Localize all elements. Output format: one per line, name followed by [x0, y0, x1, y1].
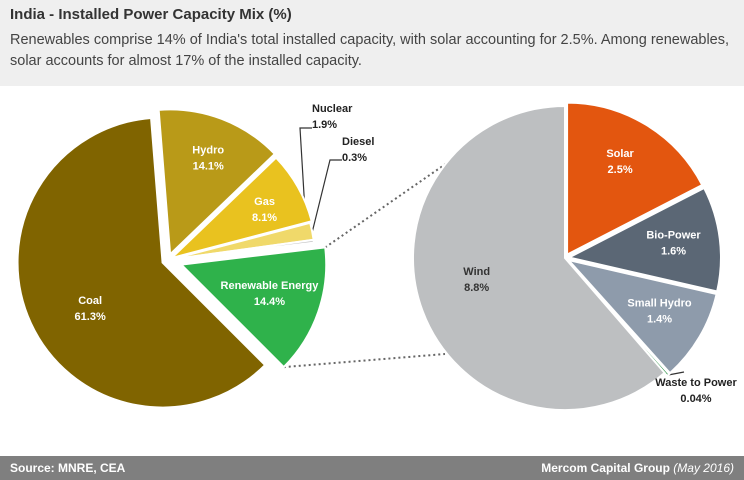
hydro-name-text: Hydro [192, 145, 224, 157]
slice-small_hydro [565, 258, 718, 375]
nuclear-value-text: 1.9% [312, 119, 337, 131]
diesel-label: Diesel 0.3% [342, 136, 374, 164]
slice-wind [412, 104, 666, 411]
connector-bottom [283, 353, 446, 369]
chart-subtitle: Renewables comprise 14% of India's total… [10, 32, 730, 69]
diesel-value-text: 0.3% [342, 152, 367, 164]
chart-header: India - Installed Power Capacity Mix (%)… [0, 0, 744, 86]
solar-value-text: 2.5% [608, 164, 633, 176]
chart-title: India - Installed Power Capacity Mix (%) [10, 6, 292, 23]
slice-solar [566, 101, 704, 257]
coal-label: Coal 61.3% [75, 295, 106, 323]
credit-note: Mercom Capital Group (May 2016) [541, 461, 734, 475]
bio_power-name-text: Bio-Power [646, 230, 701, 242]
small_hydro-value-text: 1.4% [647, 313, 672, 325]
hydro-value-text: 14.1% [193, 161, 224, 173]
credit-date: (May 2016) [673, 461, 734, 475]
bio_power-value-text: 1.6% [661, 246, 686, 258]
slice-labels: Coal 61.3% Hydro 14.1% Gas 8.1% Nuclear 1.9% Die… [75, 103, 738, 405]
leader-diesel [309, 159, 342, 242]
slice-coal [16, 116, 267, 409]
coal-value-text: 61.3% [75, 311, 106, 323]
chart-area: Coal 61.3% Hydro 14.1% Gas 8.1% Nuclear 1.9% Die… [0, 86, 744, 456]
renewable-value-text: 14.4% [254, 296, 285, 308]
waste_to_power-label: Waste to Power 0.04% [655, 377, 737, 405]
waste_to_power-name-text: Waste to Power [655, 377, 737, 389]
pie-charts: Coal 61.3% Hydro 14.1% Gas 8.1% Nuclear 1.9% Die… [16, 101, 738, 411]
credit-name: Mercom Capital Group [541, 461, 670, 475]
coal-name-text: Coal [78, 295, 102, 307]
hydro-label: Hydro 14.1% [192, 145, 224, 173]
main-pie [16, 108, 328, 409]
solar-label: Solar 2.5% [606, 148, 634, 176]
source-note: Source: MNRE, CEA [10, 461, 126, 475]
waste_to_power-value-text: 0.04% [680, 393, 711, 405]
renewable-label: Renewable Energy 14.4% [221, 280, 320, 308]
renewable-name-text: Renewable Energy [221, 280, 320, 292]
wind-value-text: 8.8% [464, 282, 489, 294]
small_hydro-label: Small Hydro 1.4% [627, 297, 691, 325]
gas-value-text: 8.1% [252, 212, 277, 224]
slice-hydro [157, 108, 277, 257]
nuclear-name-text: Nuclear [312, 103, 353, 115]
small_hydro-name-text: Small Hydro [627, 297, 691, 309]
renewables-pie [412, 101, 722, 411]
bio_power-label: Bio-Power 1.6% [646, 230, 701, 258]
slice-diesel [169, 238, 316, 261]
gas-name-text: Gas [254, 196, 275, 208]
wind-label: Wind 8.8% [463, 266, 490, 294]
chart-footer: Source: MNRE, CEA Mercom Capital Group (… [0, 456, 744, 480]
leader-waste-to-power [668, 371, 685, 376]
gas-label: Gas 8.1% [252, 196, 277, 224]
diesel-name-text: Diesel [342, 136, 374, 148]
slice-renewable [179, 246, 328, 369]
nuclear-label: Nuclear 1.9% [312, 103, 353, 131]
slice-bio_power [566, 186, 722, 293]
solar-name-text: Solar [606, 148, 634, 160]
slice-gas [168, 156, 313, 260]
wind-name-text: Wind [463, 266, 490, 278]
